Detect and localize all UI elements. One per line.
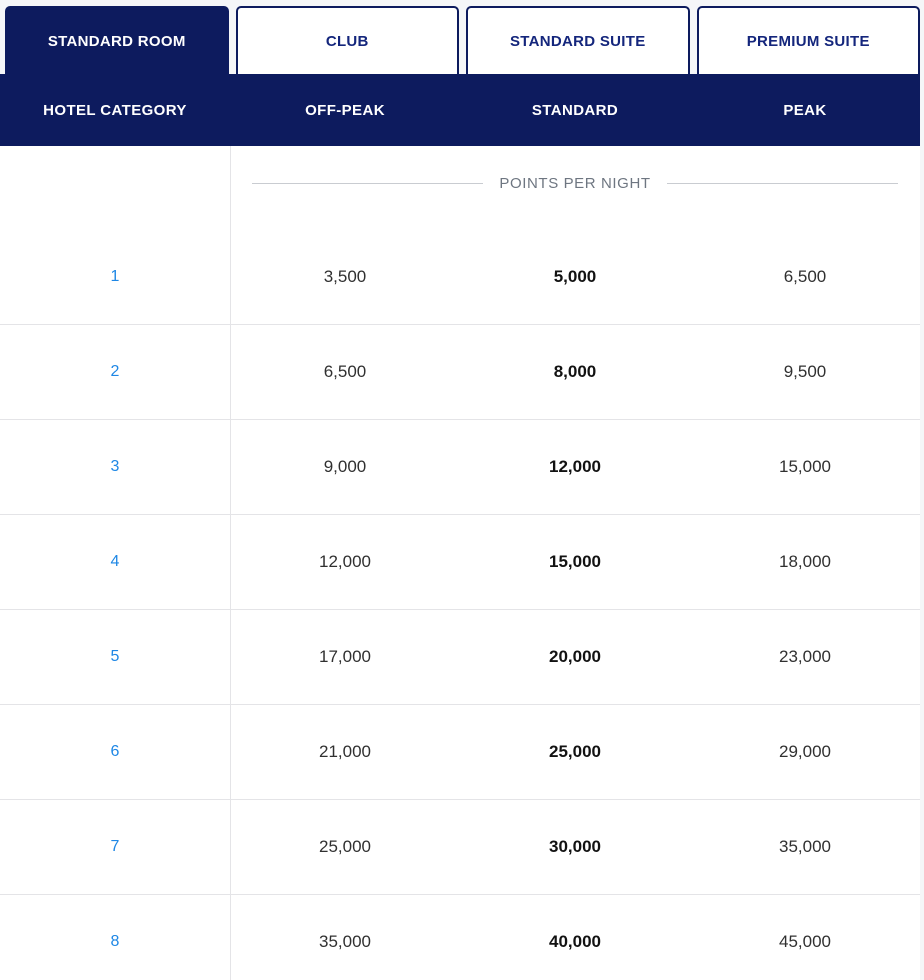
off-peak-value: 12,000 — [319, 552, 371, 571]
off-peak-value: 3,500 — [323, 267, 367, 286]
category-link[interactable]: 4 — [110, 553, 120, 570]
off-peak-value: 35,000 — [319, 932, 371, 951]
peak-value: 45,000 — [779, 932, 831, 951]
legend-row: POINTS PER NIGHT — [0, 146, 920, 230]
standard-value: 25,000 — [549, 742, 601, 761]
off-peak-value: 9,000 — [323, 457, 367, 476]
header-standard: STANDARD — [531, 101, 619, 119]
standard-value: 30,000 — [549, 837, 601, 856]
column-divider — [230, 146, 231, 980]
points-per-night-legend: POINTS PER NIGHT — [230, 136, 920, 230]
peak-value: 6,500 — [783, 267, 827, 286]
room-type-tabs: STANDARD ROOM CLUB STANDARD SUITE PREMIU… — [0, 0, 924, 74]
peak-value: 18,000 — [779, 552, 831, 571]
category-link[interactable]: 2 — [110, 363, 120, 380]
tab-standard-suite[interactable]: STANDARD SUITE — [466, 6, 690, 74]
off-peak-value: 21,000 — [319, 742, 371, 761]
tab-standard-room[interactable]: STANDARD ROOM — [5, 6, 229, 74]
header-hotel-category: HOTEL CATEGORY — [43, 101, 187, 119]
category-link[interactable]: 8 — [110, 933, 120, 950]
header-peak: PEAK — [783, 101, 827, 119]
peak-value: 29,000 — [779, 742, 831, 761]
standard-value: 40,000 — [549, 932, 601, 951]
legend-line-right — [666, 182, 898, 184]
standard-value: 5,000 — [553, 267, 597, 286]
category-link[interactable]: 5 — [110, 648, 120, 665]
table-row-category-3: 3 9,000 12,000 15,000 — [0, 420, 920, 515]
legend-line-left — [252, 182, 484, 184]
rate-type-header-row: HOTEL CATEGORY OFF-PEAK STANDARD PEAK — [0, 74, 920, 146]
table-row-category-5: 5 17,000 20,000 23,000 — [0, 610, 920, 705]
standard-value: 12,000 — [549, 457, 601, 476]
table-row-category-4: 4 12,000 15,000 18,000 — [0, 515, 920, 610]
category-link[interactable]: 3 — [110, 458, 120, 475]
off-peak-value: 6,500 — [323, 362, 367, 381]
legend-spacer — [0, 146, 230, 230]
peak-value: 35,000 — [779, 837, 831, 856]
peak-value: 15,000 — [779, 457, 831, 476]
off-peak-value: 25,000 — [319, 837, 371, 856]
category-link[interactable]: 1 — [110, 268, 120, 285]
header-off-peak: OFF-PEAK — [305, 101, 385, 119]
points-table: POINTS PER NIGHT 1 3,500 5,000 6,500 2 6… — [0, 146, 920, 980]
table-row-category-7: 7 25,000 30,000 35,000 — [0, 800, 920, 895]
table-row-category-8: 8 35,000 40,000 45,000 — [0, 895, 920, 980]
category-link[interactable]: 7 — [110, 838, 120, 855]
table-row-category-2: 2 6,500 8,000 9,500 — [0, 325, 920, 420]
peak-value: 23,000 — [779, 647, 831, 666]
category-link[interactable]: 6 — [110, 743, 120, 760]
table-row-category-1: 1 3,500 5,000 6,500 — [0, 230, 920, 325]
off-peak-value: 17,000 — [319, 647, 371, 666]
peak-value: 9,500 — [783, 362, 827, 381]
table-row-category-6: 6 21,000 25,000 29,000 — [0, 705, 920, 800]
standard-value: 20,000 — [549, 647, 601, 666]
tab-premium-suite[interactable]: PREMIUM SUITE — [696, 6, 920, 74]
standard-value: 15,000 — [549, 552, 601, 571]
standard-value: 8,000 — [553, 362, 597, 381]
tab-club[interactable]: CLUB — [235, 6, 459, 74]
legend-label: POINTS PER NIGHT — [499, 174, 651, 192]
